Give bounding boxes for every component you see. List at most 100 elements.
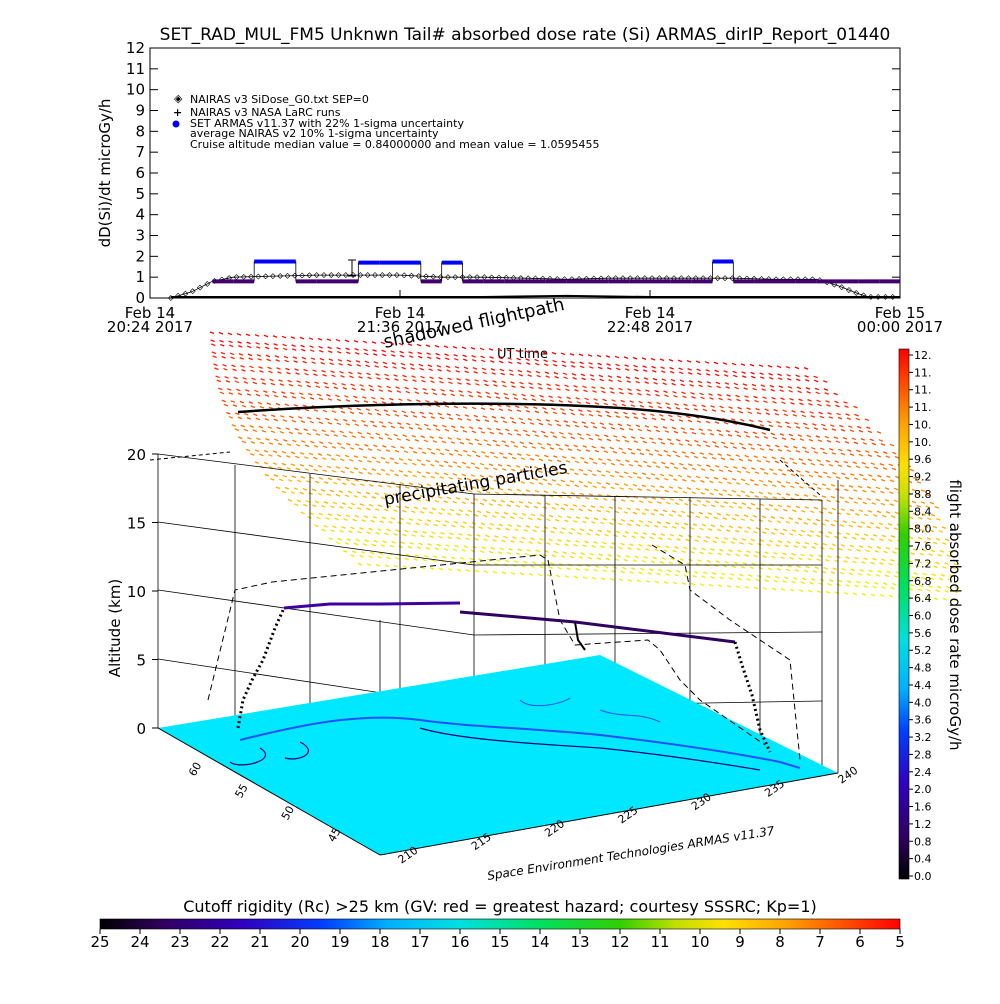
dose-field-mark xyxy=(529,542,533,544)
dose-field-mark xyxy=(684,523,688,525)
dose-field-mark xyxy=(319,442,323,444)
rigidity-tick-label: 17 xyxy=(410,933,429,951)
dose-field-mark xyxy=(611,487,615,489)
dose-field-mark xyxy=(521,422,525,424)
dose-field-mark xyxy=(214,368,218,370)
dose-field-mark xyxy=(754,456,758,458)
top-chart-title: SET_RAD_MUL_FM5 Unknwn Tail# absorbed do… xyxy=(160,25,891,45)
dose-field-mark xyxy=(373,425,377,427)
dose-field-mark xyxy=(701,493,705,495)
dose-field-mark xyxy=(859,431,863,433)
dose-field-mark xyxy=(474,372,478,374)
dose-field-mark xyxy=(330,490,334,492)
dose-field-mark xyxy=(429,413,433,415)
dose-field-mark xyxy=(830,425,834,427)
nairas-larc-line xyxy=(171,296,900,297)
dose-field-mark xyxy=(326,518,330,520)
dose-field-mark xyxy=(378,505,382,507)
dose-field-mark xyxy=(667,570,671,572)
dose-field-mark xyxy=(681,511,685,513)
dose-field-mark xyxy=(415,424,419,426)
dose-field-mark xyxy=(340,376,344,378)
dose-field-mark xyxy=(332,526,336,528)
dose-field-mark xyxy=(372,457,376,459)
dose-field-mark xyxy=(863,502,867,504)
dose-field-mark xyxy=(491,548,495,550)
dose-field-mark xyxy=(608,555,612,557)
dose-field-mark xyxy=(655,549,659,551)
dose-field-mark xyxy=(327,339,331,341)
dose-field-mark xyxy=(701,433,705,435)
dose-field-mark xyxy=(620,464,624,466)
dose-field-mark xyxy=(232,365,236,367)
dose-field-mark xyxy=(662,379,666,381)
dose-field-mark xyxy=(504,513,508,515)
dose-field-mark xyxy=(711,406,715,408)
dose-field-mark xyxy=(779,386,783,388)
dose-field-mark xyxy=(362,520,366,522)
dose-field-mark xyxy=(715,537,719,539)
dose-field-mark xyxy=(742,539,746,541)
rigidity-tick-label: 7 xyxy=(815,933,825,951)
dose-field-mark xyxy=(210,332,214,334)
dose-field-mark xyxy=(607,459,611,461)
dose-field-mark xyxy=(879,440,883,442)
dose-field-mark xyxy=(633,357,637,359)
dose-field-mark xyxy=(589,363,593,365)
dose-field-mark xyxy=(582,505,586,507)
dose-field-mark xyxy=(678,487,682,489)
dose-field-mark xyxy=(576,497,580,499)
dose-field-mark xyxy=(733,371,737,373)
dose-field-mark xyxy=(470,526,474,528)
dose-field-mark xyxy=(845,442,849,444)
dose-field-mark xyxy=(649,438,653,440)
dose-field-mark xyxy=(483,372,487,374)
dose-field-mark xyxy=(813,495,817,497)
dose-field-mark xyxy=(651,561,655,563)
dose-field-mark xyxy=(909,537,913,539)
dose-field-mark xyxy=(702,576,706,578)
dose-field-mark xyxy=(520,442,524,444)
dose-field-mark xyxy=(424,555,428,557)
dose-field-mark xyxy=(460,442,464,444)
rigidity-tick-label: 15 xyxy=(490,933,509,951)
dose-field-mark xyxy=(773,553,777,555)
dose-field-mark xyxy=(243,378,247,380)
dose-field-mark xyxy=(549,396,553,398)
dose-field-mark xyxy=(807,535,811,537)
dose-field-mark xyxy=(341,471,345,473)
dose-field-mark xyxy=(500,548,504,550)
dose-field-mark xyxy=(484,380,488,382)
dose-field-mark xyxy=(603,570,607,572)
dose-field-mark xyxy=(844,593,848,595)
dose-field-mark xyxy=(691,452,695,454)
altitude-tick-label: 15 xyxy=(127,515,146,533)
dose-field-mark xyxy=(795,522,799,524)
dose-field-mark xyxy=(271,383,275,385)
dose-field-mark xyxy=(844,461,848,463)
dose-field-mark xyxy=(400,447,404,449)
dose-field-mark xyxy=(308,394,312,396)
dose-field-mark xyxy=(426,472,430,474)
dose-field-mark xyxy=(626,377,630,379)
dose-field-mark xyxy=(697,369,701,371)
dose-field-mark xyxy=(370,437,374,439)
dose-field-mark xyxy=(521,458,525,460)
dose-field-mark xyxy=(862,490,866,492)
dose-field-mark xyxy=(295,369,299,371)
dose-field-mark xyxy=(792,530,796,532)
dose-field-mark xyxy=(813,523,817,525)
dose-field-mark xyxy=(697,445,701,447)
dose-field-mark xyxy=(584,486,588,488)
dose-field-mark xyxy=(324,482,328,484)
dose-field-mark xyxy=(806,388,810,390)
dose-field-mark xyxy=(607,439,611,441)
dose-field-mark xyxy=(682,551,686,553)
dose-field-mark xyxy=(790,399,794,401)
dose-field-mark xyxy=(686,539,690,541)
dose-field-mark xyxy=(526,363,530,365)
rigidity-tick-label: 21 xyxy=(250,933,269,951)
dose-field-mark xyxy=(550,563,554,565)
dose-field-mark xyxy=(796,506,800,508)
